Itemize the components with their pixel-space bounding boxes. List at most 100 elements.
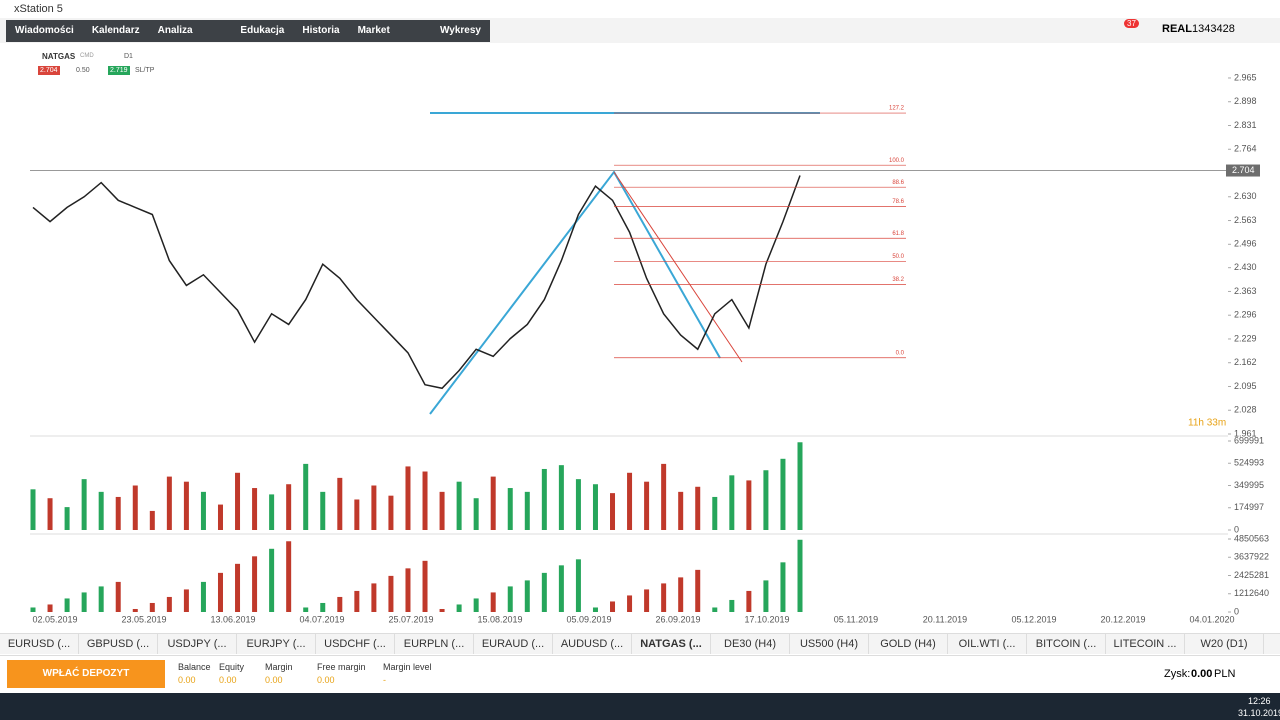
volume-input[interactable]: 0.50 (76, 67, 90, 74)
ask[interactable]: 2.719 (108, 66, 130, 75)
bar (558, 565, 564, 612)
y-tick-label: 2.764 (1234, 144, 1257, 154)
bar (320, 602, 326, 612)
bar (81, 592, 87, 612)
bar (354, 590, 360, 612)
current-price-label: 2.704 (1232, 165, 1255, 175)
bar (575, 559, 581, 612)
y-tick-label: 2.028 (1234, 405, 1257, 415)
y-tick-label: 524993 (1234, 458, 1264, 468)
account-id[interactable]: 1343428 (1192, 23, 1235, 35)
title-bar: xStation 5 (0, 0, 1280, 18)
bar (695, 486, 701, 530)
taskbar: 12:26 31.10.2019 (0, 693, 1280, 720)
menu-item[interactable]: Kalendarz (91, 25, 140, 36)
tab[interactable]: LITECOIN ... (1106, 634, 1185, 654)
bar (746, 480, 752, 530)
bar (320, 491, 326, 530)
tab[interactable]: DE30 (H4) (711, 634, 790, 654)
tab[interactable]: OIL.WTI (... (948, 634, 1027, 654)
bid[interactable]: 2.704 (38, 66, 60, 75)
x-tick-label: 13.06.2019 (210, 614, 255, 624)
menu-item[interactable]: Historia (302, 25, 340, 36)
tab[interactable]: USDCHF (... (316, 634, 395, 654)
x-tick-label: 04.01.2020 (1189, 614, 1234, 624)
account-type: REAL (1162, 23, 1192, 35)
menu-item[interactable]: Market Watch (357, 25, 390, 58)
tab[interactable]: EURJPY (... (237, 634, 316, 654)
bar (98, 491, 104, 530)
tab[interactable]: AUDUSD (... (553, 634, 632, 654)
menu-item[interactable]: Analiza rynku (157, 25, 193, 58)
bar (661, 463, 667, 530)
bar (269, 548, 275, 612)
bar (200, 581, 206, 612)
account-field: Margin level - (383, 662, 432, 685)
fib-label: 100.0 (889, 158, 905, 164)
bar (337, 477, 343, 530)
menu-item[interactable]: Edukacja (240, 25, 285, 36)
tab[interactable]: W20 (D1) (1185, 634, 1264, 654)
bar (695, 569, 701, 612)
y-tick-label: 0 (1234, 606, 1239, 616)
bar (98, 586, 104, 612)
bar (780, 562, 786, 612)
bar (64, 507, 70, 530)
notification-badge[interactable]: 37 (1124, 19, 1139, 28)
tab[interactable]: BITCOIN (... (1027, 634, 1106, 654)
bar (422, 560, 428, 612)
bar (797, 539, 803, 612)
fib-label: 0.0 (896, 350, 905, 356)
fib-line (613, 171, 743, 363)
symbol: NATGAS (42, 52, 76, 61)
field-value: 0.00 (219, 675, 237, 685)
field-value: 0.00 (317, 675, 335, 685)
clock-date: 31.10.2019 (1238, 708, 1280, 718)
footer: WPŁAĆ DEPOZYT Zysk: 0.00 PLN Balance 0.00… (0, 655, 1280, 694)
bar (132, 485, 138, 530)
bar (541, 572, 547, 612)
account-field: Margin 0.00 (265, 662, 293, 685)
bar (371, 583, 377, 612)
bar (592, 607, 598, 612)
bar (712, 496, 718, 530)
bar (541, 468, 547, 530)
bar (627, 595, 633, 612)
bar (558, 465, 564, 530)
y-tick-label: 349995 (1234, 480, 1264, 490)
tab[interactable]: GBPUSD (... (79, 634, 158, 654)
tab[interactable]: EURUSD (... (0, 634, 79, 654)
bar (490, 476, 496, 530)
account-field: Free margin 0.00 (317, 662, 366, 685)
tab[interactable]: USDJPY (... (158, 634, 237, 654)
bar (303, 463, 309, 530)
x-tick-label: 05.11.2019 (834, 614, 878, 624)
bar (627, 472, 633, 530)
bar (797, 442, 803, 530)
menu-item[interactable]: Wykresy (440, 25, 481, 36)
tab[interactable]: NATGAS (... (632, 634, 711, 654)
x-tick-label: 20.12.2019 (1100, 614, 1145, 624)
trend-drawing (429, 170, 721, 415)
y-tick-label: 2.296 (1234, 310, 1257, 320)
sltp[interactable]: SL/TP (135, 67, 155, 74)
bar (337, 596, 343, 612)
tab[interactable]: GOLD (H4) (869, 634, 948, 654)
bar (269, 494, 275, 530)
bar (661, 583, 667, 612)
bar (217, 504, 223, 530)
bar (507, 488, 513, 530)
tab[interactable]: EURPLN (... (395, 634, 474, 654)
interval[interactable]: D1 (124, 53, 133, 60)
tab[interactable]: EURAUD (... (474, 634, 553, 654)
y-tick-label: 174997 (1234, 502, 1264, 512)
bar (149, 510, 155, 530)
deposit-button[interactable]: WPŁAĆ DEPOZYT (7, 660, 165, 688)
tab[interactable]: US500 (H4) (790, 634, 869, 654)
menu-item[interactable]: Wiadomości (15, 25, 74, 36)
bar (166, 476, 172, 530)
y-tick-label: 699991 (1234, 435, 1264, 445)
bar (592, 484, 598, 530)
bar (81, 479, 87, 530)
